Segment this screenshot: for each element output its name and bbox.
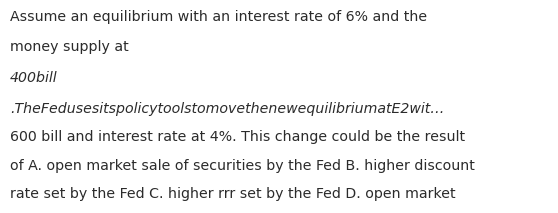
Text: 600 bill and interest rate at 4%. This change could be the result: 600 bill and interest rate at 4%. This c… [10,130,465,144]
Text: rate set by the Fed C. higher rrr set by the Fed D. open market: rate set by the Fed C. higher rrr set by… [10,187,456,201]
Text: Assume an equilibrium with an interest rate of 6% and the: Assume an equilibrium with an interest r… [10,10,427,24]
Text: 400bill: 400bill [10,71,57,85]
Text: money supply at: money supply at [10,40,129,55]
Text: of A. open market sale of securities by the Fed B. higher discount: of A. open market sale of securities by … [10,159,475,173]
Text: .TheFedusesitspolicytoolstomovethenewequilibriumatE2wit…: .TheFedusesitspolicytoolstomovethenewequ… [10,102,444,116]
